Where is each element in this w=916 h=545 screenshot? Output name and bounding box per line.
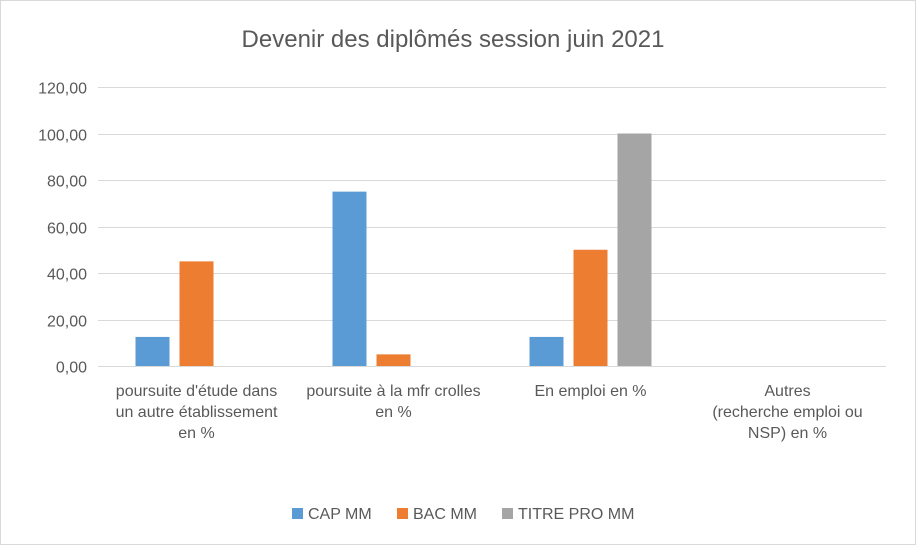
legend-swatch	[292, 508, 303, 519]
y-tick-label: 120,00	[38, 81, 87, 98]
category-label: poursuite d'étude dans	[116, 383, 277, 400]
legend-label: CAP MM	[308, 506, 372, 523]
category-label: en %	[375, 404, 411, 421]
y-tick-label: 100,00	[38, 128, 87, 145]
category-label: en %	[178, 425, 214, 442]
category-label: poursuite à la mfr crolles	[306, 383, 480, 400]
legend: CAP MM BAC MM TITRE PRO MM	[292, 506, 634, 523]
bar-bac-mm	[179, 261, 214, 366]
bar-titre-pro-mm	[617, 133, 652, 366]
bar-cap-mm	[529, 336, 564, 366]
category-label: NSP) en %	[748, 425, 827, 442]
bar-cap-mm	[332, 191, 367, 366]
y-tick-label: 40,00	[47, 267, 87, 284]
category-label: un autre établissement	[116, 404, 278, 421]
legend-label: TITRE PRO MM	[518, 506, 634, 523]
legend-label: BAC MM	[413, 506, 477, 523]
y-tick-label: 0,00	[56, 360, 87, 377]
category-labels: poursuite d'étude dans un autre établisse…	[116, 383, 863, 442]
category-label: En emploi en %	[534, 383, 646, 400]
legend-swatch	[502, 508, 513, 519]
chart-title: Devenir des diplômés session juin 2021	[242, 26, 665, 53]
legend-swatch	[397, 508, 408, 519]
bars	[135, 133, 652, 366]
bar-cap-mm	[135, 336, 170, 366]
y-tick-label: 60,00	[47, 221, 87, 238]
bar-bac-mm	[573, 249, 608, 366]
category-label: (recherche emploi ou	[712, 404, 862, 421]
category-label: Autres	[764, 383, 810, 400]
y-tick-label: 20,00	[47, 314, 87, 331]
y-tick-label: 80,00	[47, 174, 87, 191]
bar-bac-mm	[376, 354, 411, 366]
gridlines	[98, 87, 886, 367]
y-axis-ticks: 0,00 20,00 40,00 60,00 80,00 100,00 120,00	[38, 81, 87, 377]
